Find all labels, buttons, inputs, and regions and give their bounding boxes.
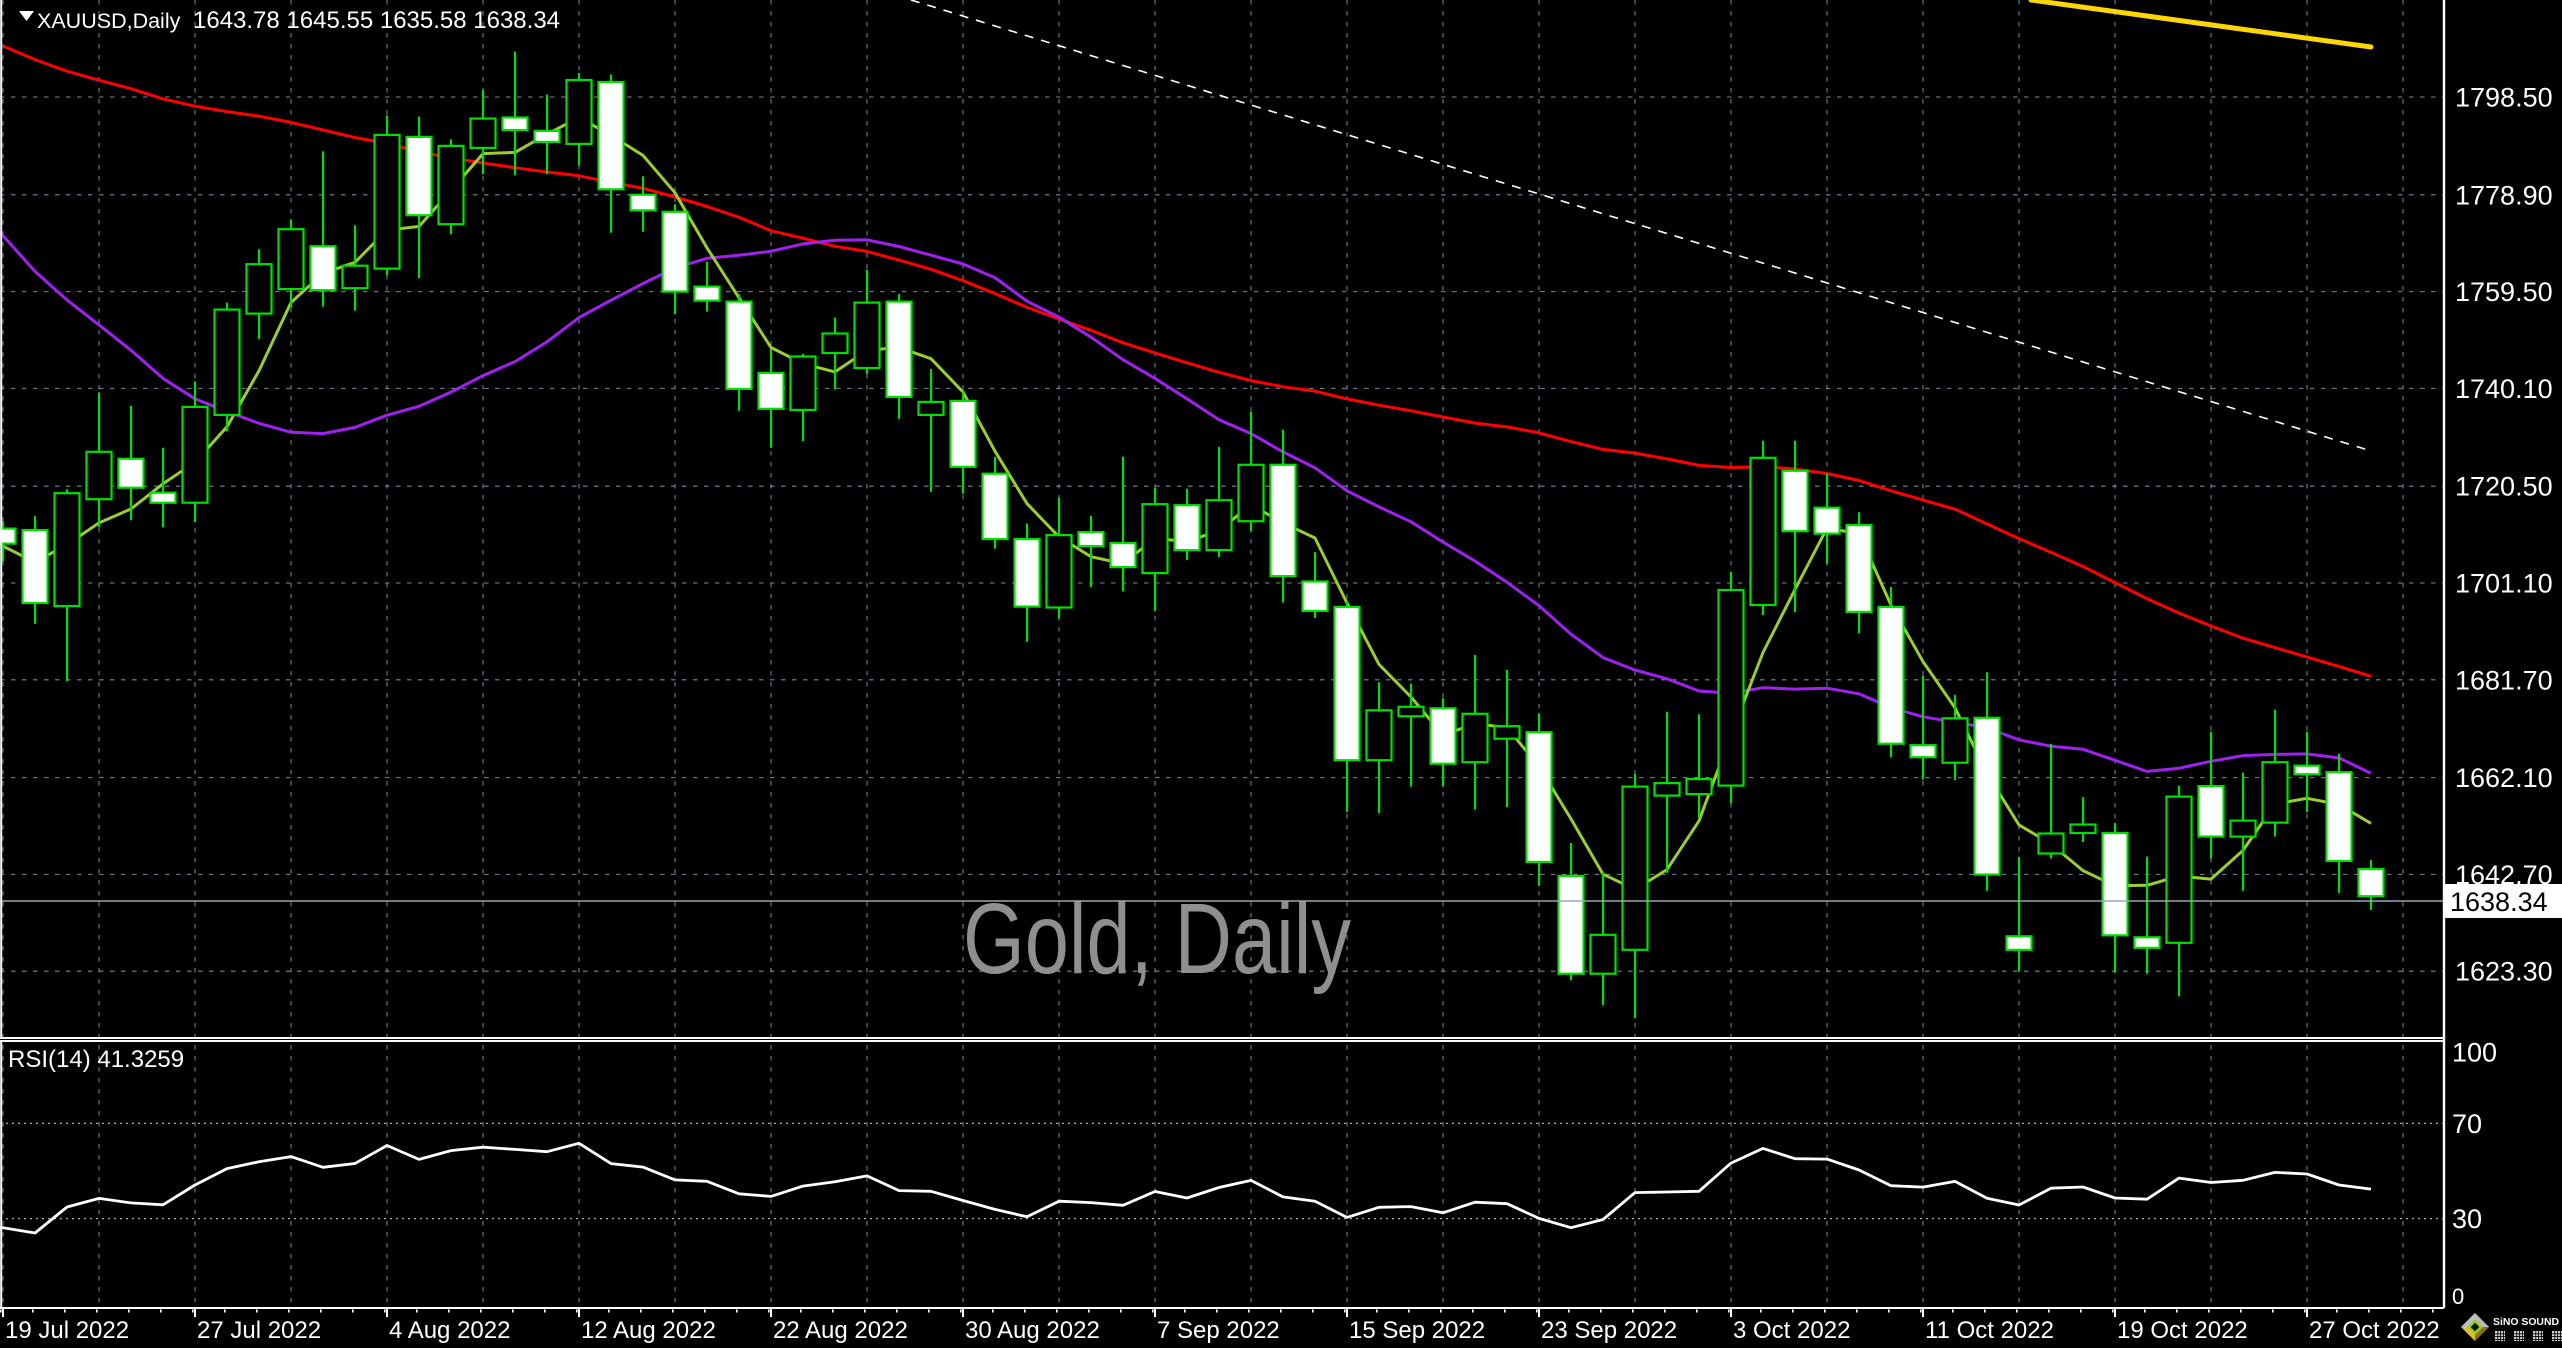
svg-text:1623.30: 1623.30 [2455, 957, 2553, 987]
svg-text:11 Oct 2022: 11 Oct 2022 [1925, 1317, 2054, 1344]
svg-text:27 Oct 2022: 27 Oct 2022 [2309, 1317, 2440, 1344]
svg-text:12 Aug 2022: 12 Aug 2022 [581, 1317, 716, 1344]
svg-text:19 Oct 2022: 19 Oct 2022 [2117, 1317, 2248, 1344]
svg-text:70: 70 [2452, 1109, 2482, 1139]
svg-text:1662.10: 1662.10 [2455, 763, 2553, 793]
svg-text:SiNO SOUND: SiNO SOUND [2493, 1316, 2559, 1328]
svg-text:23 Sep 2022: 23 Sep 2022 [1541, 1317, 1677, 1344]
svg-text:22 Aug 2022: 22 Aug 2022 [773, 1317, 908, 1344]
svg-text:4 Aug 2022: 4 Aug 2022 [389, 1317, 510, 1344]
svg-text:0: 0 [2452, 1284, 2464, 1309]
svg-text:RSI(14) 41.3259: RSI(14) 41.3259 [8, 1046, 184, 1073]
svg-text:1681.70: 1681.70 [2455, 665, 2553, 695]
svg-text:30: 30 [2452, 1204, 2482, 1234]
svg-text:15 Sep 2022: 15 Sep 2022 [1349, 1317, 1485, 1344]
svg-text:1643.78 1645.55 1635.58 1638.3: 1643.78 1645.55 1635.58 1638.34 [193, 7, 560, 34]
svg-text:100: 100 [2452, 1038, 2497, 1068]
svg-text:XAUUSD,Daily: XAUUSD,Daily [37, 9, 181, 33]
svg-text:7 Sep 2022: 7 Sep 2022 [1157, 1317, 1280, 1344]
svg-text:Gold, Daily: Gold, Daily [963, 883, 1351, 995]
svg-text:1778.90: 1778.90 [2455, 180, 2553, 210]
svg-text:1740.10: 1740.10 [2455, 374, 2553, 404]
svg-text:1798.50: 1798.50 [2455, 83, 2553, 113]
svg-text:1701.10: 1701.10 [2455, 569, 2553, 599]
svg-text:1720.50: 1720.50 [2455, 472, 2553, 502]
svg-text:3 Oct 2022: 3 Oct 2022 [1733, 1317, 1850, 1344]
svg-text:1638.34: 1638.34 [2450, 887, 2548, 917]
svg-text:30 Aug 2022: 30 Aug 2022 [965, 1317, 1100, 1344]
svg-text:27 Jul 2022: 27 Jul 2022 [197, 1317, 321, 1344]
svg-text:1759.50: 1759.50 [2455, 277, 2553, 307]
svg-text:19 Jul 2022: 19 Jul 2022 [5, 1317, 129, 1344]
